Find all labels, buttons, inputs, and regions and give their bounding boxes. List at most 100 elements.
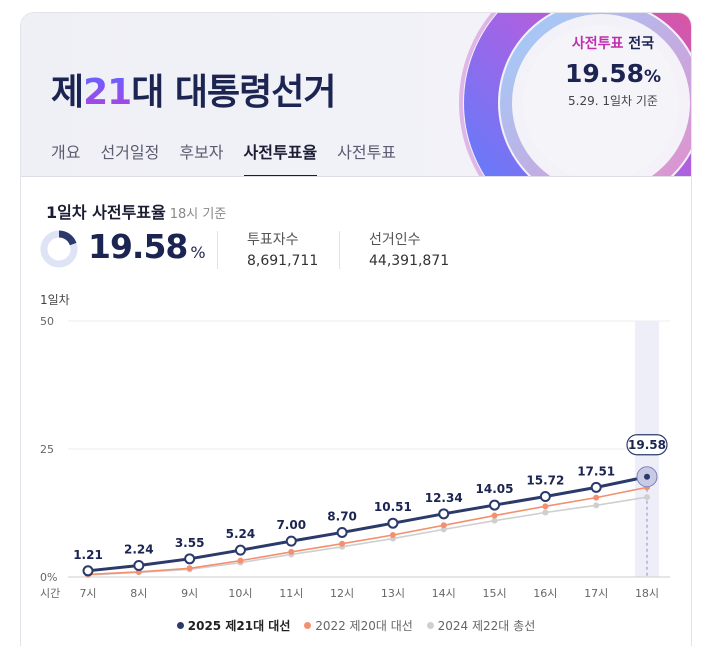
legend-dot-icon xyxy=(176,622,184,629)
voters-stat: 투표자수 8,691,711 xyxy=(247,229,318,269)
series-point xyxy=(438,508,450,520)
summary-value: 19.58% xyxy=(553,59,673,88)
x-tick-label: 8시 xyxy=(130,587,147,600)
x-tick-label: 18시 xyxy=(635,587,659,600)
series-point xyxy=(644,494,650,501)
legend-dot-icon xyxy=(304,622,312,629)
tab-early-turnout[interactable]: 사전투표율 xyxy=(243,139,318,176)
turnout-donut-arc xyxy=(40,230,78,268)
summary-label-rest: 전국 xyxy=(623,36,655,52)
series-point xyxy=(186,565,193,572)
electorate-value: 44,391,871 xyxy=(369,253,450,269)
data-label: 7.00 xyxy=(276,518,306,532)
series-point xyxy=(387,517,399,529)
legend-label-2022: 2022 제20대 대선 xyxy=(315,619,413,633)
tab-schedule[interactable]: 선거일정 xyxy=(100,143,160,162)
x-tick-label: 11시 xyxy=(279,587,303,600)
data-label: 5.24 xyxy=(226,527,256,541)
national-turnout-summary: 사전투표 전국 19.58% 5.29. 1일차 기준 xyxy=(553,33,673,109)
series-point xyxy=(285,535,297,547)
x-tick-label: 9시 xyxy=(181,587,198,600)
data-label: 3.55 xyxy=(175,536,205,550)
series-line-1 xyxy=(87,486,648,576)
series-point xyxy=(489,499,501,511)
series-point xyxy=(288,548,295,555)
x-tick-label: 12시 xyxy=(330,587,354,600)
legend-item-2022[interactable]: 2022 제20대 대선 xyxy=(304,619,413,633)
series-point xyxy=(234,544,246,556)
data-label: 19.58 xyxy=(628,438,666,452)
data-label: 2.24 xyxy=(124,543,154,557)
series-point xyxy=(542,503,549,510)
series-line-0 xyxy=(87,475,648,573)
legend-dot-icon xyxy=(426,622,434,629)
legend-label-2024: 2024 제22대 총선 xyxy=(437,619,536,633)
x-tick-label: 7시 xyxy=(79,587,96,600)
legend-item-2025[interactable]: 2025 제21대 대선 xyxy=(176,619,291,633)
tab-candidates[interactable]: 후보자 xyxy=(179,143,224,162)
title-number: 21 xyxy=(83,72,132,113)
series-point xyxy=(542,509,549,516)
data-label: 14.05 xyxy=(476,482,514,496)
x-tick-label: 14시 xyxy=(432,587,456,600)
page-title: 제 21 대 대통령선거 xyxy=(51,63,337,115)
x-tick-label: 10시 xyxy=(228,587,252,600)
data-label: 15.72 xyxy=(526,474,564,488)
legend-label-2025: 2025 제21대 대선 xyxy=(187,619,291,633)
title-prefix: 제 xyxy=(51,72,84,113)
x-axis-label: 시간 xyxy=(40,587,60,600)
y-tick-label: 25 xyxy=(40,443,54,456)
summary-label-highlight: 사전투표 xyxy=(571,36,624,52)
series-point xyxy=(491,512,498,519)
series-line-2 xyxy=(87,496,648,576)
series-point xyxy=(491,517,498,524)
summary-value-unit: % xyxy=(644,67,662,87)
election-banner: 제 21 대 대통령선거 사전투표 전국 19.58% 5.29. 1일차 기준 개… xyxy=(21,13,691,177)
section-title-text: 1일차 사전투표율 xyxy=(46,203,166,222)
y-tick-label: 50 xyxy=(40,315,54,328)
swirl-graphic xyxy=(459,13,691,176)
series-point xyxy=(593,502,600,509)
section-title: 1일차 사전투표율 18시 기준 xyxy=(46,199,226,223)
summary-label: 사전투표 전국 xyxy=(553,33,673,53)
data-label: 8.70 xyxy=(327,509,357,523)
divider xyxy=(339,231,340,269)
legend-item-2024[interactable]: 2024 제22대 총선 xyxy=(426,619,536,633)
x-tick-label: 16시 xyxy=(533,587,557,600)
x-tick-label: 15시 xyxy=(482,587,506,600)
turnout-line-chart: 0% 25 50 시간 7시 8시 9시 10시 11시 12시 13시 14시 15시 16시 17시 18… xyxy=(40,315,670,600)
series-point xyxy=(440,522,447,529)
voters-label: 투표자수 xyxy=(247,232,299,248)
y-tick-label: 0% xyxy=(40,571,57,584)
day-label: 1일차 xyxy=(40,293,70,307)
voters-value: 8,691,711 xyxy=(247,253,319,269)
turnout-card: 제 21 대 대통령선거 사전투표 전국 19.58% 5.29. 1일차 기준 개… xyxy=(20,12,692,646)
series-point xyxy=(237,557,244,564)
x-tick-label: 17시 xyxy=(584,587,608,600)
summary-value-number: 19.58 xyxy=(564,59,645,88)
series-point xyxy=(389,532,396,539)
series-point xyxy=(336,526,348,538)
series-point xyxy=(184,553,196,565)
summary-date: 5.29. 1일차 기준 xyxy=(568,94,658,108)
series-point xyxy=(339,540,346,547)
divider xyxy=(217,231,218,269)
title-suffix: 대 대통령선거 xyxy=(131,72,336,113)
series-point xyxy=(133,560,145,572)
data-label: 17.51 xyxy=(577,464,615,478)
tab-overview[interactable]: 개요 xyxy=(51,143,81,162)
electorate-label: 선거인수 xyxy=(369,232,421,248)
data-label: 10.51 xyxy=(374,500,412,514)
turnout-donut-icon xyxy=(40,230,78,268)
tab-early-voting[interactable]: 사전투표 xyxy=(337,143,397,162)
turnout-rate-unit: % xyxy=(190,243,205,262)
series-point xyxy=(82,565,94,577)
tab-bar: 개요 선거일정 후보자 사전투표율 사전투표 xyxy=(51,139,416,176)
section-basis: 18시 기준 xyxy=(169,207,227,222)
electorate-stat: 선거인수 44,391,871 xyxy=(369,229,449,269)
x-tick-label: 13시 xyxy=(381,587,405,600)
data-label-bubble xyxy=(626,434,668,456)
data-label: 12.34 xyxy=(425,491,463,505)
series-point xyxy=(644,473,650,480)
series-point xyxy=(590,481,602,493)
